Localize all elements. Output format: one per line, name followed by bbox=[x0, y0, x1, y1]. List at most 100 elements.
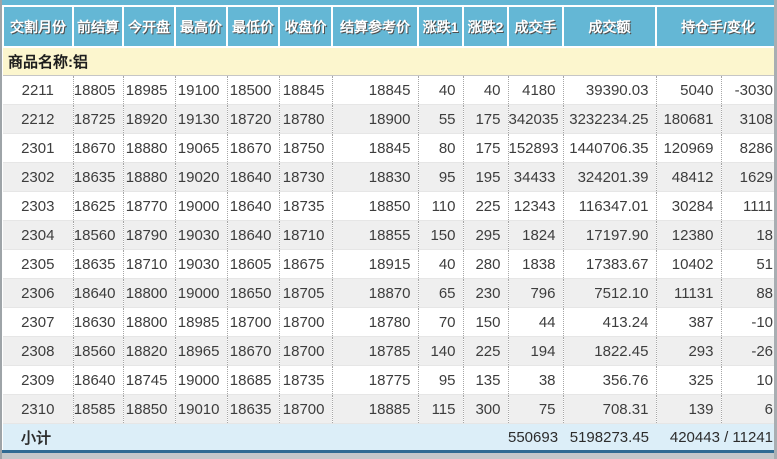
quote-row-2304[interactable]: 2304 18560 18790 19030 18640 18710 18855 150 295… bbox=[3, 220, 774, 250]
cell-settle-ref: 18845 bbox=[331, 133, 418, 163]
cell-delivery-month: 2304 bbox=[3, 220, 73, 250]
cell-oi-change: -10 bbox=[720, 307, 774, 337]
cell-low: 18685 bbox=[226, 365, 279, 395]
col-header-change1[interactable]: 涨跌1 bbox=[417, 5, 464, 48]
cell-open-interest: 293 bbox=[655, 336, 721, 366]
quote-row-2308[interactable]: 2308 18560 18820 18965 18670 18700 18785 140 225… bbox=[3, 336, 774, 366]
cell-low: 18670 bbox=[226, 133, 279, 163]
cell-change1: 40 bbox=[417, 75, 463, 105]
quote-row-2211[interactable]: 2211 18805 18985 19100 18500 18845 18845 40 40 41… bbox=[3, 75, 774, 105]
cell-change2: 175 bbox=[462, 104, 508, 134]
cell-open: 18745 bbox=[122, 365, 175, 395]
cell-oi-change: 1629 bbox=[720, 162, 774, 192]
cell-turnover: 17197.90 bbox=[562, 220, 656, 250]
cell-delivery-month: 2306 bbox=[3, 278, 73, 308]
cell-close: 18700 bbox=[278, 307, 332, 337]
cell-change2: 225 bbox=[462, 336, 508, 366]
cell-close: 18700 bbox=[278, 394, 332, 424]
cell-settle-ref: 18830 bbox=[331, 162, 418, 192]
cell-open-interest: 180681 bbox=[655, 104, 721, 134]
cell-low: 18640 bbox=[226, 162, 279, 192]
cell-oi-change: 6 bbox=[720, 394, 774, 424]
cell-open-interest: 139 bbox=[655, 394, 721, 424]
cell-high: 19030 bbox=[174, 249, 227, 279]
cell-turnover: 3232234.25 bbox=[562, 104, 656, 134]
col-header-settle-ref[interactable]: 结算参考价 bbox=[331, 5, 419, 48]
col-header-open[interactable]: 今开盘 bbox=[122, 5, 176, 48]
cell-high: 19000 bbox=[174, 365, 227, 395]
col-header-change2[interactable]: 涨跌2 bbox=[462, 5, 509, 48]
cell-settle-ref: 18785 bbox=[331, 336, 418, 366]
cell-high: 19000 bbox=[174, 278, 227, 308]
cell-open-interest: 387 bbox=[655, 307, 721, 337]
cell-volume: 34433 bbox=[507, 162, 563, 192]
cell-open: 18770 bbox=[122, 191, 175, 221]
cell-prev-settle: 18585 bbox=[72, 394, 123, 424]
cell-low: 18500 bbox=[226, 75, 279, 105]
cell-open: 18790 bbox=[122, 220, 175, 250]
cell-open: 18800 bbox=[122, 278, 175, 308]
quote-row-2306[interactable]: 2306 18640 18800 19000 18650 18705 18870 65 230 7… bbox=[3, 278, 774, 308]
quote-row-2301[interactable]: 2301 18670 18880 19065 18670 18750 18845 80 175 1… bbox=[3, 133, 774, 163]
cell-close: 18710 bbox=[278, 220, 332, 250]
quote-row-2307[interactable]: 2307 18630 18800 18985 18700 18700 18780 70 150 4… bbox=[3, 307, 774, 337]
cell-low: 18605 bbox=[226, 249, 279, 279]
cell-open: 18800 bbox=[122, 307, 175, 337]
cell-change2: 175 bbox=[462, 133, 508, 163]
col-header-open-interest-change[interactable]: 持仓手/变化 bbox=[654, 5, 774, 48]
cell-turnover: 1822.45 bbox=[562, 336, 656, 366]
cell-high: 19130 bbox=[174, 104, 227, 134]
cell-close: 18845 bbox=[278, 75, 332, 105]
quote-row-2303[interactable]: 2303 18625 18770 19000 18640 18735 18850 110 225… bbox=[3, 191, 774, 221]
col-header-close[interactable]: 收盘价 bbox=[278, 5, 333, 48]
cell-high: 19000 bbox=[174, 191, 227, 221]
cell-open: 18985 bbox=[122, 75, 175, 105]
col-header-delivery-month[interactable]: 交割月份 bbox=[2, 5, 74, 48]
cell-close: 18735 bbox=[278, 365, 332, 395]
cell-change1: 40 bbox=[417, 249, 463, 279]
col-header-volume[interactable]: 成交手 bbox=[507, 5, 564, 48]
col-header-turnover[interactable]: 成交额 bbox=[562, 5, 657, 48]
cell-high: 19100 bbox=[174, 75, 227, 105]
commodity-name-label: 商品名称:铝 bbox=[3, 47, 774, 76]
cell-close: 18780 bbox=[278, 104, 332, 134]
cell-change1: 110 bbox=[417, 191, 463, 221]
quote-row-2212[interactable]: 2212 18725 18920 19130 18720 18780 18900 55 175 3… bbox=[3, 104, 774, 134]
cell-delivery-month: 2211 bbox=[3, 75, 73, 105]
subtotal-label: 小计 bbox=[3, 423, 73, 450]
cell-close: 18730 bbox=[278, 162, 332, 192]
cell-open: 18920 bbox=[122, 104, 175, 134]
cell-change2: 230 bbox=[462, 278, 508, 308]
subtotal-row: 小计 550693 5198273.45 420443 / 11241 bbox=[3, 423, 774, 450]
cell-low: 18670 bbox=[226, 336, 279, 366]
quote-row-2305[interactable]: 2305 18635 18710 19030 18605 18675 18915 40 280 1… bbox=[3, 249, 774, 279]
subtotal-turnover: 5198273.45 bbox=[563, 423, 656, 450]
quote-row-2302[interactable]: 2302 18635 18880 19020 18640 18730 18830 95 195 3… bbox=[3, 162, 774, 192]
col-header-low[interactable]: 最低价 bbox=[226, 5, 280, 48]
cell-change1: 150 bbox=[417, 220, 463, 250]
cell-open-interest: 5040 bbox=[655, 75, 721, 105]
cell-change2: 280 bbox=[462, 249, 508, 279]
cell-delivery-month: 2309 bbox=[3, 365, 73, 395]
cell-change1: 55 bbox=[417, 104, 463, 134]
cell-change1: 95 bbox=[417, 162, 463, 192]
cell-volume: 75 bbox=[507, 394, 563, 424]
cell-oi-change: -3030 bbox=[720, 75, 774, 105]
quote-row-2310[interactable]: 2310 18585 18850 19010 18635 18700 18885 115 300… bbox=[3, 394, 774, 424]
cell-close: 18735 bbox=[278, 191, 332, 221]
col-header-high[interactable]: 最高价 bbox=[174, 5, 228, 48]
cell-turnover: 116347.01 bbox=[562, 191, 656, 221]
cell-turnover: 413.24 bbox=[562, 307, 656, 337]
cell-prev-settle: 18640 bbox=[72, 278, 123, 308]
cell-turnover: 17383.67 bbox=[562, 249, 656, 279]
cell-oi-change: -26 bbox=[720, 336, 774, 366]
col-header-prev-settle[interactable]: 前结算 bbox=[72, 5, 124, 48]
cell-delivery-month: 2212 bbox=[3, 104, 73, 134]
cell-low: 18640 bbox=[226, 191, 279, 221]
cell-oi-change: 10 bbox=[720, 365, 774, 395]
cell-open-interest: 120969 bbox=[655, 133, 721, 163]
cell-delivery-month: 2303 bbox=[3, 191, 73, 221]
quote-row-2309[interactable]: 2309 18640 18745 19000 18685 18735 18775 95 135 3… bbox=[3, 365, 774, 395]
cell-change1: 80 bbox=[417, 133, 463, 163]
cell-open: 18880 bbox=[122, 162, 175, 192]
